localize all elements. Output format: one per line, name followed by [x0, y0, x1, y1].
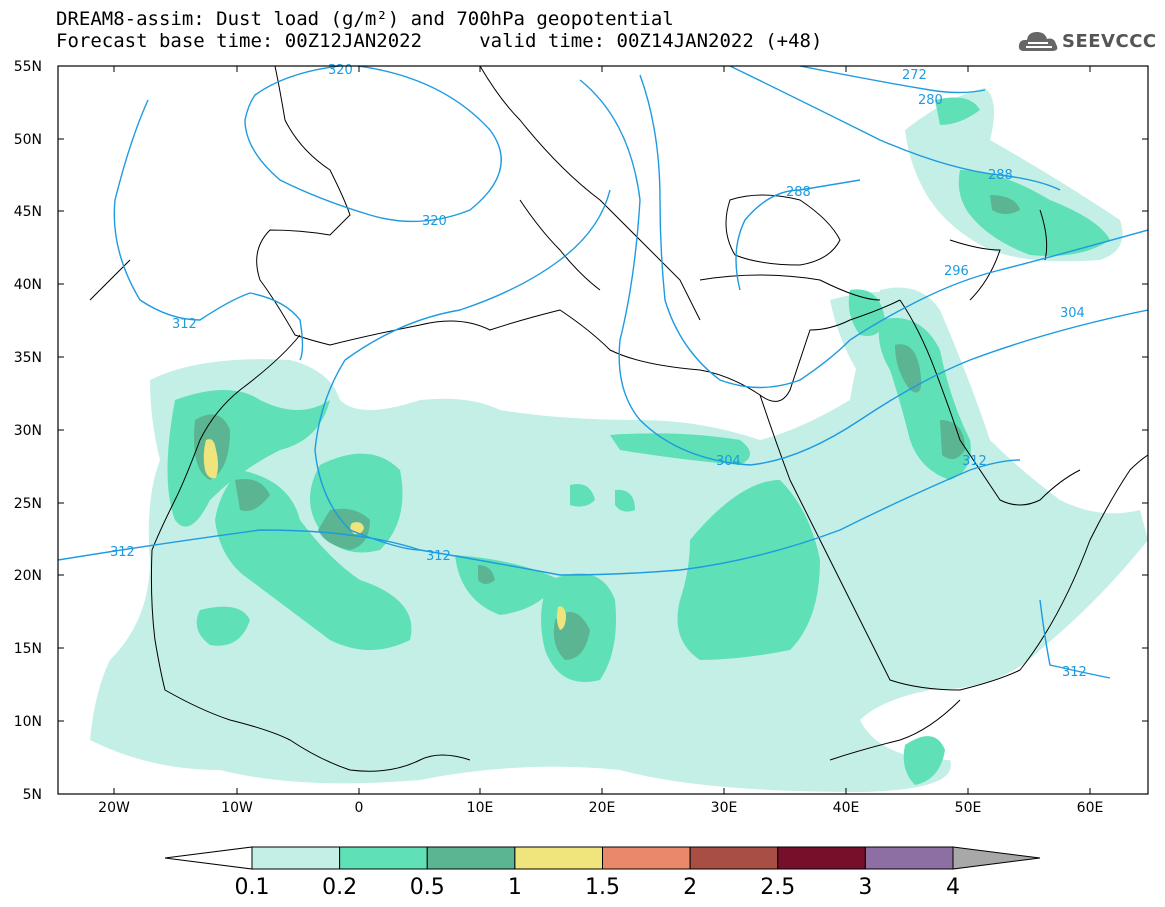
contour-label: 312 [1062, 665, 1087, 680]
contour-label: 312 [172, 317, 197, 332]
contour-label: 280 [918, 93, 943, 108]
contour-label: 320 [422, 214, 447, 229]
contour-label: 272 [902, 68, 927, 83]
lon-tick-label: 30E [711, 800, 738, 816]
colorbar-tick-label: 2 [683, 875, 697, 900]
geopotential-contours [58, 66, 1148, 679]
longitude-axis: 20W 10W 0 10E 20E 30E 40E 50E 60E [98, 800, 1103, 816]
lat-tick-label: 35N [14, 350, 42, 366]
lon-tick-label: 20E [589, 800, 616, 816]
colorbar-tick-label: 0.5 [410, 875, 445, 900]
lon-tick-label: 10E [467, 800, 494, 816]
colorbar: 0.1 0.2 0.5 1 1.5 2 2.5 3 4 [164, 846, 1041, 900]
colorbar-over-arrow [952, 846, 1041, 870]
colorbar-swatch [777, 846, 866, 870]
lat-tick-label: 5N [23, 787, 42, 803]
colorbar-tick-label: 2.5 [760, 875, 795, 900]
map-subtitle: Forecast base time: 00Z12JAN2022 valid t… [56, 30, 823, 52]
colorbar-tick-label: 0.2 [322, 875, 357, 900]
latitude-axis: 55N 50N 45N 40N 35N 30N 25N 20N 15N 10N … [14, 59, 42, 803]
colorbar-swatch [251, 846, 341, 870]
contour-label: 288 [786, 185, 811, 200]
contour-label: 312 [110, 545, 135, 560]
colorbar-under-arrow [164, 846, 253, 870]
lat-tick-label: 25N [14, 496, 42, 512]
tick-marks [58, 65, 1148, 795]
lon-tick-label: 50E [955, 800, 982, 816]
contour-label: 312 [426, 549, 451, 564]
lon-tick-label: 40E [833, 800, 860, 816]
contour-label: 288 [988, 168, 1013, 183]
colorbar-tick-label: 4 [946, 875, 960, 900]
map-title: DREAM8-assim: Dust load (g/m²) and 700hP… [56, 8, 674, 30]
colorbar-tick-label: 1.5 [585, 875, 620, 900]
colorbar-swatch [689, 846, 779, 870]
coastlines [89, 66, 1148, 772]
lon-tick-label: 20W [98, 800, 130, 816]
contour-label: 304 [716, 454, 741, 469]
logo-text: SEEVCCC [1062, 31, 1157, 52]
lat-tick-label: 50N [14, 132, 42, 148]
lat-tick-label: 40N [14, 277, 42, 293]
contour-label: 312 [962, 454, 987, 469]
lat-tick-label: 45N [14, 204, 42, 220]
lat-tick-label: 55N [14, 59, 42, 75]
colorbar-swatch [864, 846, 954, 870]
contour-labels: 320 320 272 280 288 288 296 304 304 312 … [110, 63, 1087, 680]
cloud-icon [1018, 32, 1058, 51]
lon-tick-label: 10W [221, 800, 253, 816]
lat-tick-label: 15N [14, 641, 42, 657]
lat-tick-label: 10N [14, 714, 42, 730]
lon-tick-label: 60E [1077, 800, 1104, 816]
dust-shading [90, 88, 1148, 792]
colorbar-swatch [426, 846, 516, 870]
lon-tick-label: 0 [355, 800, 364, 816]
contour-label: 296 [944, 264, 969, 279]
seevccc-logo: SEEVCCC [1018, 27, 1158, 57]
colorbar-tick-label: 3 [858, 875, 872, 900]
colorbar-swatch [514, 846, 603, 870]
colorbar-swatch [602, 846, 691, 870]
contour-label: 304 [1060, 306, 1085, 321]
lat-tick-label: 30N [14, 423, 42, 439]
colorbar-swatch [339, 846, 428, 870]
colorbar-tick-label: 0.1 [235, 875, 270, 900]
contour-label: 320 [328, 63, 353, 78]
colorbar-tick-label: 1 [508, 875, 522, 900]
lat-tick-label: 20N [14, 568, 42, 584]
